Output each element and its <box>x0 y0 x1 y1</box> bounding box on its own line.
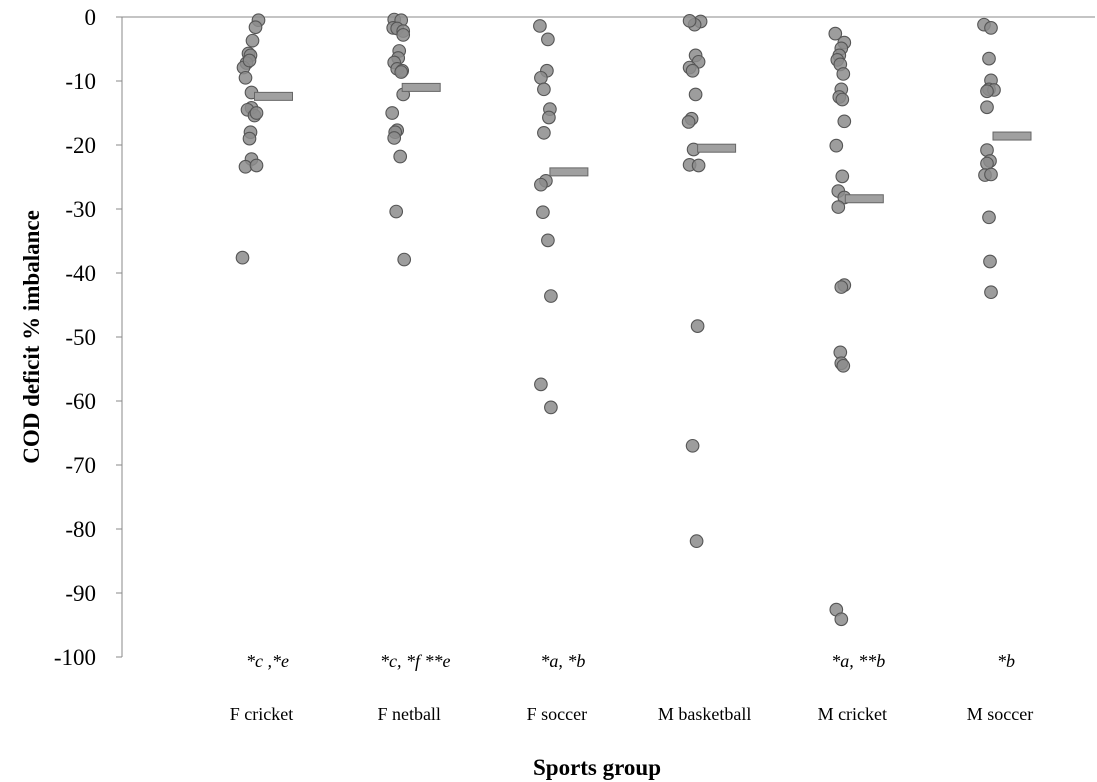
data-point <box>537 82 551 97</box>
data-point <box>396 28 411 42</box>
data-point <box>689 534 704 549</box>
x-category-label: F cricket <box>230 704 293 724</box>
data-point <box>834 280 849 294</box>
y-axis-ticks: 0 -10 -20 -30 -40 -50 -60 -70 -80 -90 -100 <box>54 5 122 670</box>
data-point <box>690 319 705 333</box>
data-point <box>831 200 846 214</box>
data-point <box>393 149 408 164</box>
mean-bar <box>844 194 884 204</box>
data-point <box>242 131 257 146</box>
mean-bar <box>697 143 737 153</box>
y-tick-label: -100 <box>54 645 96 670</box>
data-point <box>681 115 696 129</box>
mean-bar <box>549 167 589 177</box>
data-point <box>682 13 697 28</box>
data-point <box>835 92 850 107</box>
y-tick-label: -20 <box>65 133 96 158</box>
data-point <box>983 254 997 269</box>
data-point <box>980 84 994 99</box>
y-tick-label: -80 <box>65 517 96 542</box>
data-point <box>248 20 263 35</box>
y-tick-label: -30 <box>65 197 96 222</box>
data-point <box>836 67 851 81</box>
data-point <box>385 106 400 120</box>
data-point <box>829 138 844 153</box>
data-point <box>242 53 257 68</box>
y-axis-title: COD deficit % imbalance <box>19 210 44 464</box>
data-point <box>982 210 996 225</box>
data-point <box>835 169 850 184</box>
data-point <box>542 110 556 125</box>
data-point <box>984 285 998 300</box>
data-point <box>691 158 706 173</box>
data-point <box>685 438 700 453</box>
data-point <box>541 233 555 248</box>
x-axis-title: Sports group <box>533 755 661 780</box>
data-point <box>397 252 412 267</box>
significance-annotation: *a, *b <box>540 651 585 671</box>
data-point <box>533 19 547 33</box>
data-point <box>534 70 548 85</box>
y-tick-label: -40 <box>65 261 96 286</box>
significance-annotation: *b <box>997 651 1015 671</box>
data-point <box>537 125 551 140</box>
data-point <box>394 65 409 79</box>
x-category-label: F soccer <box>527 704 587 724</box>
data-point <box>984 167 998 182</box>
data-point <box>834 612 849 627</box>
data-point <box>836 358 851 373</box>
data-point <box>249 106 264 120</box>
data-point <box>534 377 548 392</box>
y-tick-label: -50 <box>65 325 96 350</box>
x-category-label: M soccer <box>967 704 1033 724</box>
data-point <box>980 100 994 115</box>
significance-annotation: *a, **b <box>831 651 885 671</box>
data-point <box>982 51 996 66</box>
x-category-label: F netball <box>377 704 441 724</box>
category-labels: F cricket F netball F soccer M basketball M … <box>230 704 1033 724</box>
mean-bar <box>992 131 1032 141</box>
data-point <box>536 205 550 220</box>
significance-annotations: *c ,*e *c, *f **e *a, *b *a, **b *b <box>246 651 1015 671</box>
data-point <box>541 32 555 47</box>
data-point <box>238 70 253 85</box>
y-tick-label: 0 <box>85 5 97 30</box>
data-point <box>235 250 250 265</box>
data-point <box>389 204 404 219</box>
y-tick-label: -60 <box>65 389 96 414</box>
data-point <box>544 289 558 303</box>
data-point <box>688 87 703 102</box>
significance-annotation: *c ,*e <box>246 651 289 671</box>
data-point <box>828 26 843 41</box>
y-tick-label: -70 <box>65 453 96 478</box>
x-category-label: M basketball <box>658 704 751 724</box>
data-point <box>534 177 548 192</box>
y-tick-label: -90 <box>65 581 96 606</box>
data-point <box>245 33 260 48</box>
data-point <box>544 400 558 415</box>
x-category-label: M cricket <box>818 704 887 724</box>
data-point <box>837 114 852 129</box>
mean-bar <box>254 91 293 101</box>
data-point <box>387 131 402 145</box>
significance-annotation: *c, *f **e <box>380 651 450 671</box>
data-point <box>685 63 700 78</box>
data-point <box>984 21 998 35</box>
mean-bar <box>401 82 441 92</box>
means-layer <box>254 82 1032 204</box>
data-point <box>249 158 264 173</box>
points-layer <box>235 12 1001 627</box>
y-tick-label: -10 <box>65 69 96 94</box>
